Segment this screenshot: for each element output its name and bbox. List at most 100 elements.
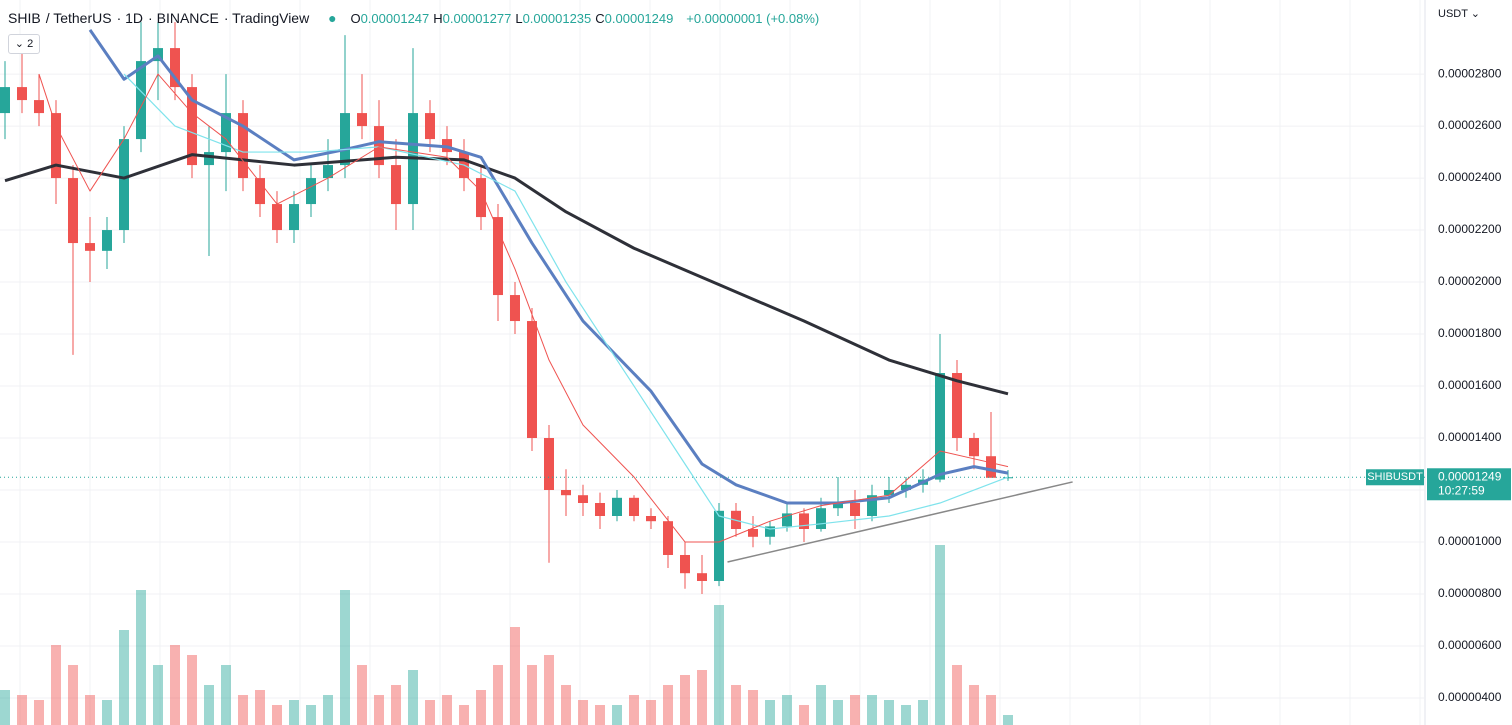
ohlc-label: O <box>350 11 361 26</box>
candle-body <box>391 165 401 205</box>
volume-bar <box>102 700 112 725</box>
candle-body <box>697 573 707 581</box>
moving-average <box>4 153 1009 396</box>
volume-bar <box>425 700 435 725</box>
candle-body <box>51 113 61 179</box>
volume-bar <box>986 695 996 725</box>
candle-body <box>272 204 282 231</box>
candle-body <box>578 495 588 504</box>
y-tick-label: 0.00001000 <box>1438 534 1502 548</box>
candle-body <box>306 178 316 205</box>
candle-body <box>425 113 435 140</box>
symbol[interactable]: SHIB <box>8 10 41 26</box>
volume-bar <box>850 695 860 725</box>
interval: 1D <box>125 10 144 26</box>
candle-body <box>969 438 979 457</box>
volume-bar <box>255 690 265 725</box>
candle-body <box>187 87 197 166</box>
candle-body <box>204 152 214 166</box>
volume-bar <box>816 685 826 725</box>
candle-body <box>119 139 129 231</box>
ohlc-label: C <box>595 11 605 26</box>
candle-body <box>374 126 384 166</box>
volume-bar <box>697 670 707 725</box>
symbol-label: SHIBUSDT <box>1367 471 1423 483</box>
volume-bar <box>136 590 146 725</box>
ohlc-value: 0.00001277 <box>442 11 512 26</box>
ohlc-value: 0.00001235 <box>522 11 592 26</box>
volume-bar <box>476 690 486 725</box>
volume-bar <box>510 627 520 725</box>
volume-bar <box>918 700 928 725</box>
volume-bar <box>969 685 979 725</box>
volume-bar <box>391 685 401 725</box>
candle-body <box>170 48 180 88</box>
volume-bar <box>493 665 503 725</box>
y-tick-label: 0.00001400 <box>1438 430 1502 444</box>
volume-bar <box>306 705 316 725</box>
volume-bar <box>238 695 248 725</box>
candle-body <box>357 113 367 127</box>
ohlc-label: H <box>433 11 443 26</box>
volume-bar <box>799 705 809 725</box>
volume-bar <box>867 695 877 725</box>
y-tick-label: 0.00000400 <box>1438 690 1502 704</box>
moving-average <box>123 73 1009 530</box>
candle-body <box>663 521 673 555</box>
candle-body <box>340 113 350 166</box>
volume-bar <box>901 705 911 725</box>
volume-bar <box>0 690 10 725</box>
volume-bar <box>680 675 690 725</box>
volume-bar <box>663 685 673 725</box>
candle-body <box>833 503 843 509</box>
candle-body <box>748 528 758 537</box>
volume-bar <box>612 705 622 725</box>
volume-bar <box>748 690 758 725</box>
exchange: BINANCE <box>156 10 219 26</box>
volume-bar <box>153 665 163 725</box>
volume-bar <box>357 665 367 725</box>
volume-bar <box>714 605 724 725</box>
price-tag <box>1427 468 1511 501</box>
volume-bar <box>884 700 894 725</box>
candle-body <box>493 217 503 296</box>
volume-bar <box>408 670 418 725</box>
volume-bar <box>459 705 469 725</box>
candle-body <box>102 230 112 251</box>
volume-bar <box>765 700 775 725</box>
candle-body <box>544 438 554 491</box>
y-tick-label: 0.00002600 <box>1438 118 1502 132</box>
ohlc: O0.00001247 H0.00001277 L0.00001235 C0.0000… <box>350 11 677 26</box>
volume-bar <box>17 695 27 725</box>
volume-bar <box>646 700 656 725</box>
volume-bar <box>34 700 44 725</box>
candle-body <box>986 456 996 478</box>
y-tick-label: 0.00002200 <box>1438 222 1502 236</box>
candle-body <box>799 513 809 529</box>
volume-bar <box>561 685 571 725</box>
y-tick-label: 0.00002000 <box>1438 274 1502 288</box>
candle-body <box>782 513 792 527</box>
volume-bar <box>952 665 962 725</box>
volume-bar <box>629 695 639 725</box>
source: TradingView <box>232 10 310 26</box>
volume-bar <box>272 705 282 725</box>
price-label: 0.00001249 <box>1438 469 1502 483</box>
candle-body <box>255 178 265 205</box>
candle-body <box>476 178 486 218</box>
candle-body <box>612 497 622 517</box>
trendline <box>727 481 1073 563</box>
candle-body <box>510 295 520 322</box>
candle-body <box>714 510 724 581</box>
volume-bar <box>340 590 350 725</box>
candle-body <box>68 178 78 244</box>
currency-button[interactable]: USDT ⌄ <box>1438 8 1481 20</box>
collapse-button[interactable]: ⌄ 2 <box>8 34 40 54</box>
candle-body <box>85 243 95 251</box>
candle-body <box>935 373 945 480</box>
ohlc-label: L <box>515 11 523 26</box>
volume-bar <box>1003 715 1013 725</box>
volume-bar <box>119 630 129 725</box>
candle-body <box>816 508 826 529</box>
